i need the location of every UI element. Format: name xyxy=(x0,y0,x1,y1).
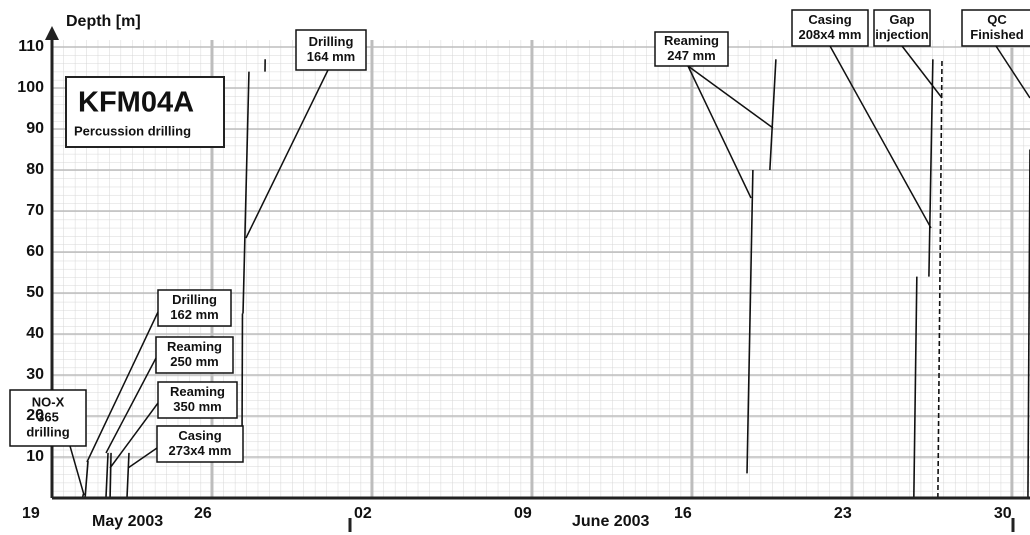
title-box: KFM04A Percussion drilling xyxy=(65,76,225,148)
annotation-pointer xyxy=(69,445,85,496)
y-tick-label: 80 xyxy=(26,161,44,178)
annotation-text: Reaming xyxy=(664,33,719,48)
annotation-text: 247 mm xyxy=(667,48,715,63)
annotation-text: 164 mm xyxy=(307,49,355,64)
annotation-box xyxy=(791,9,869,47)
annotation-text: Reaming xyxy=(170,384,225,399)
x-tick-label: 23 xyxy=(834,505,852,522)
annotation-text: 350 mm xyxy=(173,399,221,414)
chart-subtitle: Percussion drilling xyxy=(74,123,191,138)
annotation-box xyxy=(873,9,931,47)
y-tick-label: 60 xyxy=(26,243,44,260)
y-tick-label: 10 xyxy=(26,448,44,465)
y-tick-label: 30 xyxy=(26,366,44,383)
annotation-box xyxy=(156,425,244,463)
x-tick-label: 26 xyxy=(194,505,212,522)
annotation-box xyxy=(157,289,232,327)
annotation-pointer xyxy=(995,45,1030,99)
annotation-pointer xyxy=(127,447,158,469)
drilling-segment xyxy=(109,452,112,499)
annotation-text: injection xyxy=(875,27,929,42)
x-tick-label: 16 xyxy=(674,505,692,522)
drilling-segment xyxy=(913,276,918,499)
y-tick-label: 90 xyxy=(26,120,44,137)
month-label: June 2003 xyxy=(572,513,649,530)
annotation-text: 365 xyxy=(37,409,59,424)
annotation-pointer xyxy=(105,357,157,454)
annotation-text: 162 mm xyxy=(170,307,218,322)
annotation-text: Drilling xyxy=(309,34,354,49)
annotation-text: NO-X xyxy=(32,394,65,409)
annotation-text: Finished xyxy=(970,27,1024,42)
annotation-box xyxy=(9,389,87,447)
drilling-segment xyxy=(105,452,109,499)
y-tick-label: 40 xyxy=(26,325,44,342)
y-tick-label: 50 xyxy=(26,284,44,301)
y-tick-label: 20 xyxy=(26,407,44,424)
title-frame xyxy=(65,76,225,148)
annotation-text: Drilling xyxy=(172,292,217,307)
y-axis-arrow xyxy=(45,26,59,40)
annotation-text: 208x4 mm xyxy=(799,27,862,42)
annotation-box xyxy=(157,381,238,419)
month-label: May 2003 xyxy=(92,513,163,530)
x-tick-label: 30 xyxy=(994,505,1012,522)
annotation-pointer xyxy=(245,69,329,239)
annotation-text: Gap xyxy=(889,12,914,27)
drilling-segment xyxy=(769,59,777,171)
x-tick-label: 19 xyxy=(22,505,40,522)
y-tick-label: 100 xyxy=(17,79,44,96)
drilling-segment xyxy=(242,71,250,314)
annotation-pointer xyxy=(901,45,943,99)
annotation-pointer xyxy=(86,311,159,463)
annotation-text: Reaming xyxy=(167,339,222,354)
annotation-box xyxy=(155,336,234,374)
annotation-pointer xyxy=(687,65,774,129)
annotation-text: drilling xyxy=(26,424,69,439)
drilling-segment xyxy=(928,59,934,277)
annotation-text: 250 mm xyxy=(170,354,218,369)
annotation-box xyxy=(654,31,729,67)
annotation-box xyxy=(295,29,367,71)
annotation-text: Casing xyxy=(178,428,221,443)
drilling-segment xyxy=(746,169,754,474)
annotation-box xyxy=(961,9,1030,47)
y-tick-label: 110 xyxy=(18,38,44,55)
y-axis-label: Depth [m] xyxy=(66,13,141,30)
x-tick-label: 02 xyxy=(354,505,372,522)
annotation-text: 273x4 mm xyxy=(169,443,232,458)
chart-title: KFM04A xyxy=(78,87,194,119)
annotation-pointer xyxy=(687,65,752,199)
drilling-segment xyxy=(937,59,943,499)
drilling-segment xyxy=(84,461,89,499)
x-tick-label: 09 xyxy=(514,505,532,522)
annotation-pointer xyxy=(109,402,159,469)
y-tick-label: 70 xyxy=(26,202,44,219)
annotation-text: Casing xyxy=(808,12,851,27)
annotation-pointer xyxy=(829,45,932,229)
annotation-text: QC xyxy=(987,12,1007,27)
drilling-segment xyxy=(126,452,130,499)
